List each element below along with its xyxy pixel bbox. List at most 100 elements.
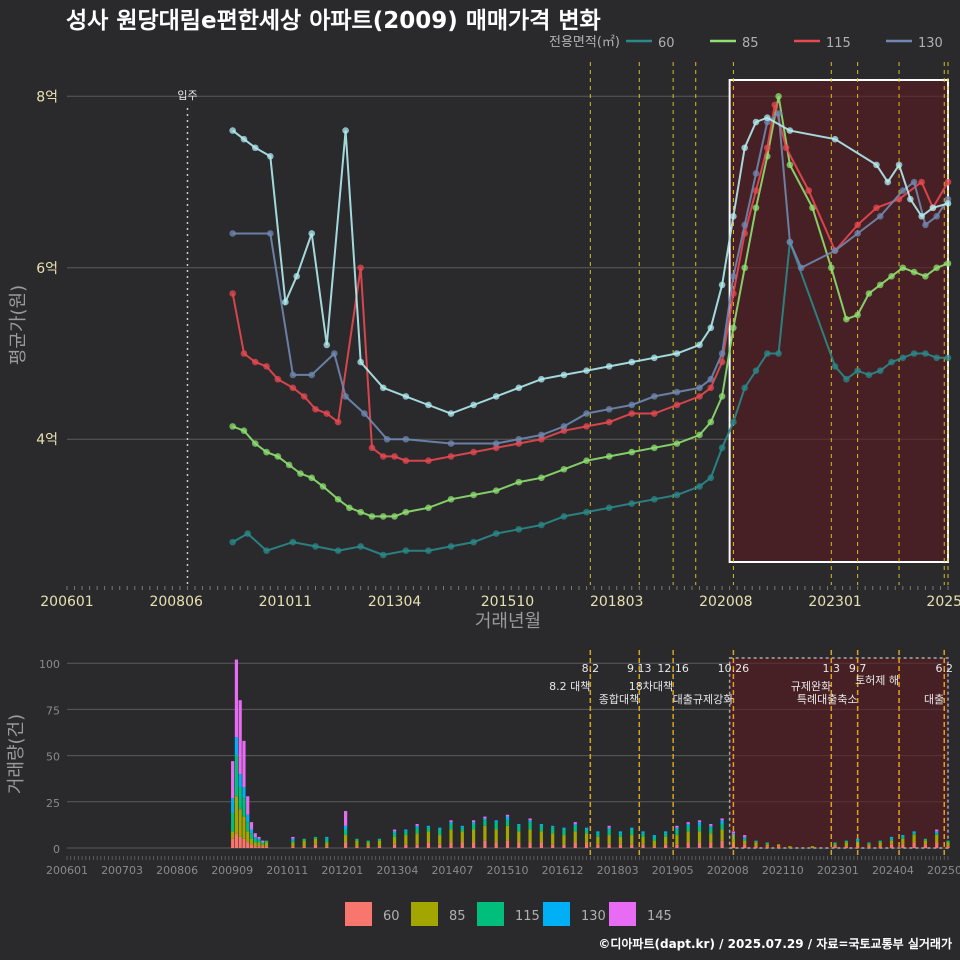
data-point-85 xyxy=(334,495,342,503)
data-point-145 xyxy=(538,375,545,383)
volume-bar-115 xyxy=(261,842,265,845)
data-point-130 xyxy=(267,230,274,237)
data-point-60 xyxy=(605,504,613,512)
volume-bar-130 xyxy=(257,838,261,841)
volume-bar-115 xyxy=(249,833,254,839)
legend-label-bottom-60: 60 xyxy=(383,909,400,924)
volume-bar-85 xyxy=(618,836,623,845)
volume-bar-130 xyxy=(551,825,555,828)
volume-bar-130 xyxy=(344,825,348,830)
volume-bar-60 xyxy=(238,836,242,848)
data-point-115 xyxy=(368,444,376,452)
volume-bar-60 xyxy=(709,842,713,848)
volume-bar-85 xyxy=(344,835,348,843)
volume-panel: 0 25 50 75 100 거래량(건) 200601 200703 200806 200909… xyxy=(6,650,960,926)
x-tick-label-bottom: 201011 xyxy=(266,864,308,877)
volume-bar-145 xyxy=(257,836,261,839)
data-point-85 xyxy=(922,273,929,280)
volume-bar-115 xyxy=(765,842,769,845)
volume-bar-60 xyxy=(302,846,306,848)
data-point-145 xyxy=(251,144,259,152)
volume-bar-145 xyxy=(291,836,295,839)
x-tick-label-bottom: 202008 xyxy=(707,864,749,877)
volume-bar-115 xyxy=(460,827,464,832)
data-point-145 xyxy=(907,195,914,203)
data-point-115 xyxy=(229,290,236,297)
data-point-60 xyxy=(899,354,907,362)
data-point-145 xyxy=(492,393,500,400)
data-point-145 xyxy=(447,410,455,417)
volume-bar-60 xyxy=(720,840,724,848)
volume-bar-85 xyxy=(867,844,871,847)
data-point-85 xyxy=(368,513,376,520)
data-point-130 xyxy=(876,213,884,220)
data-point-60 xyxy=(843,375,850,383)
policy-label: 종합대책 xyxy=(599,693,639,706)
data-point-85 xyxy=(515,478,523,486)
data-point-115 xyxy=(274,375,282,383)
data-point-145 xyxy=(786,127,794,134)
volume-bar-115 xyxy=(867,842,871,845)
data-point-60 xyxy=(379,551,387,559)
data-point-130 xyxy=(933,213,941,220)
volume-bar-145 xyxy=(246,796,250,815)
policy-label: 토허제 해 xyxy=(855,673,899,687)
volume-bar-130 xyxy=(234,737,239,756)
volume-bar-60 xyxy=(505,840,510,848)
data-point-85 xyxy=(319,483,327,490)
legend-label-bottom-145: 145 xyxy=(647,909,672,924)
volume-bar-60 xyxy=(231,838,235,848)
data-point-145 xyxy=(229,127,236,134)
volume-bar-115 xyxy=(313,836,318,839)
data-point-85 xyxy=(752,204,760,212)
x-tick-label-bottom: 202301 xyxy=(817,864,859,877)
data-point-85 xyxy=(263,448,270,456)
data-point-115 xyxy=(251,358,259,366)
x-tick-label-bottom: 200909 xyxy=(211,864,253,877)
x-tick-label: 200601 xyxy=(40,594,93,610)
volume-bar-130 xyxy=(246,814,250,823)
volume-bar-115 xyxy=(494,822,498,830)
data-point-145 xyxy=(515,384,523,392)
volume-bar-60 xyxy=(596,844,600,848)
data-point-145 xyxy=(240,135,248,143)
volume-bar-85 xyxy=(325,842,329,847)
data-point-60 xyxy=(854,367,861,374)
data-point-60 xyxy=(775,350,782,357)
volume-bar-85 xyxy=(641,836,645,845)
volume-bar-85 xyxy=(743,840,747,845)
data-point-145 xyxy=(752,118,760,126)
data-point-130 xyxy=(797,264,805,272)
volume-bar-130 xyxy=(404,829,408,832)
volume-bar-60 xyxy=(449,842,453,848)
data-point-130 xyxy=(707,375,715,383)
volume-bar-60 xyxy=(551,844,555,848)
volume-bar-85 xyxy=(460,831,464,843)
volume-bar-145 xyxy=(686,822,690,824)
data-point-60 xyxy=(560,513,568,520)
volume-bar-145 xyxy=(505,814,510,817)
data-point-60 xyxy=(244,530,252,537)
data-point-145 xyxy=(379,384,387,392)
data-point-130 xyxy=(775,110,782,117)
volume-bar-130 xyxy=(697,822,702,826)
volume-bar-60 xyxy=(765,846,769,848)
volume-bar-130 xyxy=(415,825,419,828)
volume-bar-60 xyxy=(878,846,882,848)
policy-label: 규제완화 xyxy=(791,680,831,693)
y-axis-title-bottom: 거래량(건) xyxy=(6,714,27,794)
volume-bar-130 xyxy=(426,825,431,828)
volume-bar-85 xyxy=(261,844,265,847)
policy-date: 12.16 xyxy=(657,662,689,675)
policy-date: 9.7 xyxy=(849,662,867,675)
legend-swatch-bottom-60 xyxy=(345,902,372,926)
y-tick-label: 8억 xyxy=(36,89,58,105)
volume-bar-60 xyxy=(844,846,848,848)
data-point-85 xyxy=(274,453,282,460)
volume-bar-115 xyxy=(641,833,645,837)
data-point-60 xyxy=(628,500,636,507)
data-point-145 xyxy=(628,358,636,366)
volume-bar-115 xyxy=(438,829,442,836)
volume-bar-115 xyxy=(344,829,348,836)
volume-bar-115 xyxy=(377,838,382,841)
